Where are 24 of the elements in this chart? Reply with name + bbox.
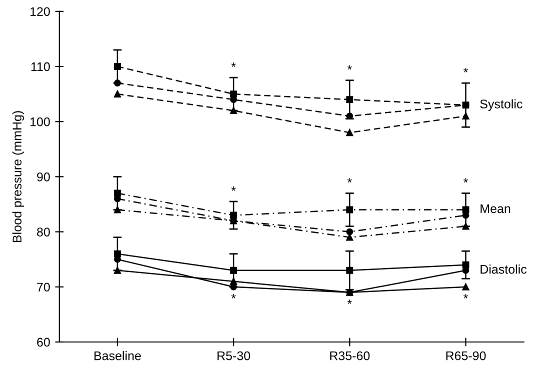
annotation: * bbox=[464, 68, 468, 72]
annotation: * bbox=[347, 300, 352, 304]
x-tick-label: Baseline bbox=[94, 351, 141, 360]
x-tick-label: R65-90 bbox=[446, 351, 486, 360]
annotation: Systolic bbox=[480, 99, 522, 111]
x-tick-label: R35-60 bbox=[330, 351, 370, 360]
y-tick-label: 60 bbox=[37, 338, 50, 347]
annotation: * bbox=[347, 178, 352, 183]
annotation: * bbox=[231, 62, 236, 67]
y-tick-label: 90 bbox=[37, 172, 50, 182]
annotation: * bbox=[464, 294, 468, 298]
y-tick-label: 120 bbox=[30, 7, 50, 16]
annotation: * bbox=[231, 294, 236, 298]
y-tick-label: 100 bbox=[30, 117, 50, 126]
annotation: Mean bbox=[480, 204, 510, 214]
annotation: Diastolic bbox=[480, 264, 527, 274]
annotation: * bbox=[347, 65, 352, 70]
annotation: * bbox=[464, 178, 468, 183]
y-axis-title: Blood pressure (mmHg) bbox=[12, 111, 24, 242]
annotation: * bbox=[231, 186, 236, 191]
y-tick-label: 110 bbox=[31, 62, 50, 72]
y-tick-label: 70 bbox=[37, 282, 50, 292]
y-tick-label: 80 bbox=[37, 228, 50, 236]
x-tick-label: R5-30 bbox=[218, 351, 250, 360]
